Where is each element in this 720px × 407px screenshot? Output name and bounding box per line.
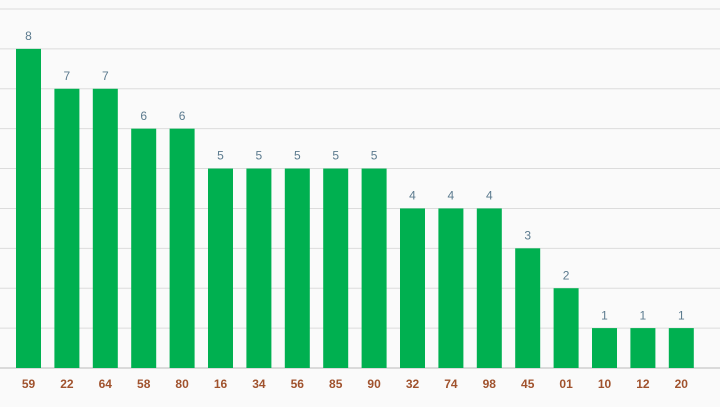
bar [592,328,617,368]
bar [92,88,118,369]
bar [668,328,694,368]
bar [630,328,656,368]
x-tick-label: 34 [252,377,266,391]
bar [553,288,579,368]
bar [400,208,425,368]
value-label: 4 [486,189,493,203]
bar [169,128,195,368]
x-tick-label: 56 [291,377,305,391]
value-label: 5 [332,149,339,163]
bar [284,168,310,368]
value-label: 3 [524,229,531,243]
x-tick-label: 12 [636,377,650,391]
value-label: 6 [179,109,186,123]
x-tick-label: 64 [99,377,113,391]
x-tick-label: 59 [22,377,36,391]
value-label: 4 [448,189,455,203]
bar [246,168,272,368]
x-tick-label: 16 [214,377,228,391]
x-tick-label: 32 [406,377,420,391]
bar [16,48,41,369]
value-label: 1 [601,308,608,322]
value-label: 8 [25,29,32,43]
x-tick-label: 80 [175,377,189,391]
x-tick-label: 85 [329,377,343,391]
x-tick-label: 45 [521,377,535,391]
bar [515,248,541,368]
bar [131,128,157,368]
x-tick-label: 20 [675,377,689,391]
value-label: 1 [678,308,685,322]
value-label: 5 [371,149,378,163]
value-label: 2 [563,268,570,282]
value-label: 4 [409,189,416,203]
value-label: 1 [640,308,647,322]
x-tick-label: 74 [444,377,458,391]
x-tick-label: 10 [598,377,612,391]
bar [476,208,502,368]
value-label: 7 [102,69,109,83]
x-tick-label: 90 [367,377,381,391]
x-tick-label: 22 [60,377,74,391]
x-tick-label: 58 [137,377,151,391]
x-tick-label: 98 [483,377,497,391]
bar [361,168,387,368]
value-label: 6 [140,109,147,123]
value-label: 5 [217,149,224,163]
bar [323,168,349,368]
value-label: 7 [64,69,71,83]
bar [208,168,233,368]
value-label: 5 [294,149,301,163]
x-tick-label: 01 [559,377,573,391]
value-label: 5 [256,149,263,163]
bar [438,208,464,368]
bar [54,88,80,369]
